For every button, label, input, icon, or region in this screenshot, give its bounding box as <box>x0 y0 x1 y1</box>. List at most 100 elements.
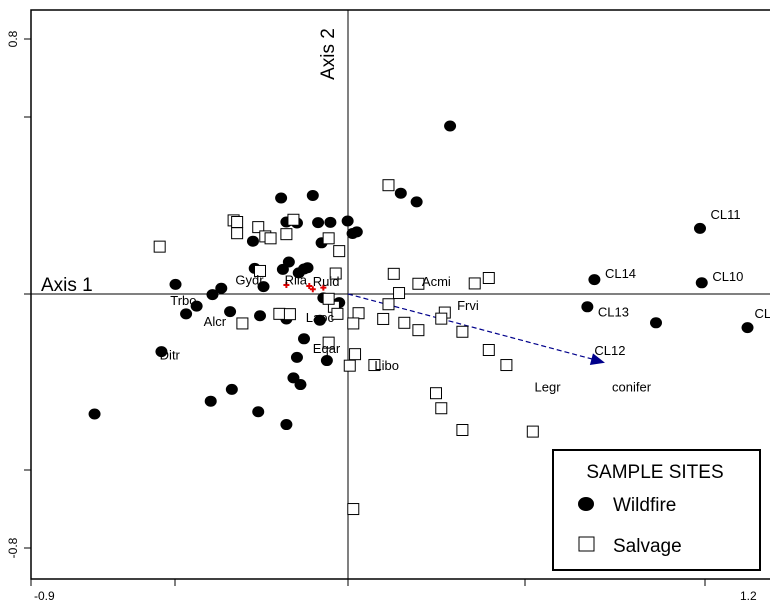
salvage-point <box>412 277 425 290</box>
legend-salvage-marker <box>578 536 595 552</box>
salvage-point <box>273 307 286 320</box>
wildfire-points <box>88 120 754 431</box>
wildfire-point <box>394 187 407 199</box>
salvage-point <box>322 336 335 349</box>
salvage-point <box>322 232 335 245</box>
salvage-point <box>280 228 293 241</box>
salvage-point <box>329 267 342 280</box>
salvage-point <box>331 307 344 320</box>
salvage-point <box>368 359 381 372</box>
species-label: Legr <box>535 380 562 395</box>
salvage-point <box>322 292 335 305</box>
wildfire-point <box>252 406 265 418</box>
wildfire-point <box>190 300 203 312</box>
wildfire-point <box>350 226 363 238</box>
salvage-point <box>387 267 400 280</box>
wildfire-point <box>298 333 310 345</box>
salvage-point <box>456 325 469 338</box>
salvage-point <box>254 264 266 277</box>
salvage-point <box>333 245 346 258</box>
wildfire-point <box>280 419 293 431</box>
wildfire-point <box>741 322 754 334</box>
species-point <box>309 286 316 293</box>
wildfire-point <box>694 222 706 234</box>
wildfire-point <box>246 235 259 247</box>
wildfire-point <box>257 281 270 293</box>
wildfire-point <box>341 215 354 227</box>
wildfire-point <box>444 120 457 132</box>
salvage-point <box>283 308 296 321</box>
wildfire-point <box>88 408 101 420</box>
species-point <box>283 282 290 289</box>
species-label: Eqar <box>313 341 341 356</box>
salvage-point <box>349 348 362 361</box>
salvage-point <box>526 425 539 438</box>
wildfire-point <box>224 306 237 318</box>
wildfire-point <box>306 189 319 201</box>
axis-2-label: Axis 2 <box>318 28 339 80</box>
tick-marks <box>24 38 706 586</box>
salvage-point <box>352 307 365 320</box>
wildfire-point <box>301 262 314 274</box>
salvage-point <box>435 402 448 415</box>
wildfire-point <box>313 314 326 326</box>
species-label: Laoc <box>306 310 335 325</box>
legend-wildfire-marker <box>578 497 594 511</box>
point-labels: Gydr Rila Ruid Trbo Alcr Laoc Acmi Frvi Eqar Ditr… <box>160 207 770 395</box>
salvage-point <box>264 232 277 245</box>
wildfire-point <box>290 351 303 363</box>
wildfire-point <box>588 274 601 286</box>
salvage-point <box>287 213 300 226</box>
x-tick-label-min: -0.9 <box>34 589 55 603</box>
wildfire-point <box>320 355 333 367</box>
wildfire-point <box>294 379 307 391</box>
species-label: Libo <box>374 358 399 373</box>
y-tick-label-max: 0.8 <box>6 30 20 47</box>
wildfire-point <box>410 196 423 208</box>
conifer-vector-arrowhead <box>589 353 605 365</box>
species-label: Trbo <box>170 293 196 308</box>
species-label: Ditr <box>160 348 181 363</box>
salvage-point <box>412 324 425 337</box>
wildfire-point <box>275 192 288 204</box>
wildfire-point <box>312 217 325 229</box>
salvage-point <box>347 503 360 516</box>
wildfire-point <box>324 216 337 228</box>
legend-title: SAMPLE SITES <box>586 462 723 483</box>
salvage-point <box>398 316 411 329</box>
wildfire-point <box>215 282 228 294</box>
species-label: conifer <box>612 380 652 395</box>
wildfire-point <box>650 317 662 329</box>
salvage-point <box>382 179 395 192</box>
wildfire-point <box>254 310 266 322</box>
species-label: Acmi <box>422 274 451 289</box>
legend-wildfire-label: Wildfire <box>613 495 676 516</box>
salvage-point <box>236 317 249 330</box>
site-label: CL14 <box>605 266 636 281</box>
species-point <box>306 283 313 289</box>
species-point <box>320 284 327 291</box>
site-label: CL10 <box>712 269 743 284</box>
legend-salvage-label: Salvage <box>613 536 682 557</box>
species-label: Ruid <box>313 274 340 289</box>
species-label: Rila <box>285 272 308 287</box>
wildfire-point <box>206 289 219 301</box>
legend: SAMPLE SITES Wildfire Salvage <box>552 449 761 571</box>
species-label: Alcr <box>204 314 227 329</box>
wildfire-point <box>276 263 289 275</box>
species-label: Gydr <box>235 272 264 287</box>
species-points <box>283 282 327 293</box>
salvage-point <box>347 317 360 330</box>
wildfire-point <box>292 267 305 279</box>
wildfire-point <box>180 308 193 320</box>
salvage-point <box>377 312 390 325</box>
wildfire-point <box>155 346 168 358</box>
site-label: CL13 <box>598 304 629 319</box>
wildfire-point <box>695 277 708 289</box>
site-label: CL12 <box>594 343 625 358</box>
salvage-point <box>153 240 166 253</box>
wildfire-point <box>204 395 217 407</box>
species-label: Frvi <box>457 298 479 313</box>
salvage-point <box>468 277 481 290</box>
